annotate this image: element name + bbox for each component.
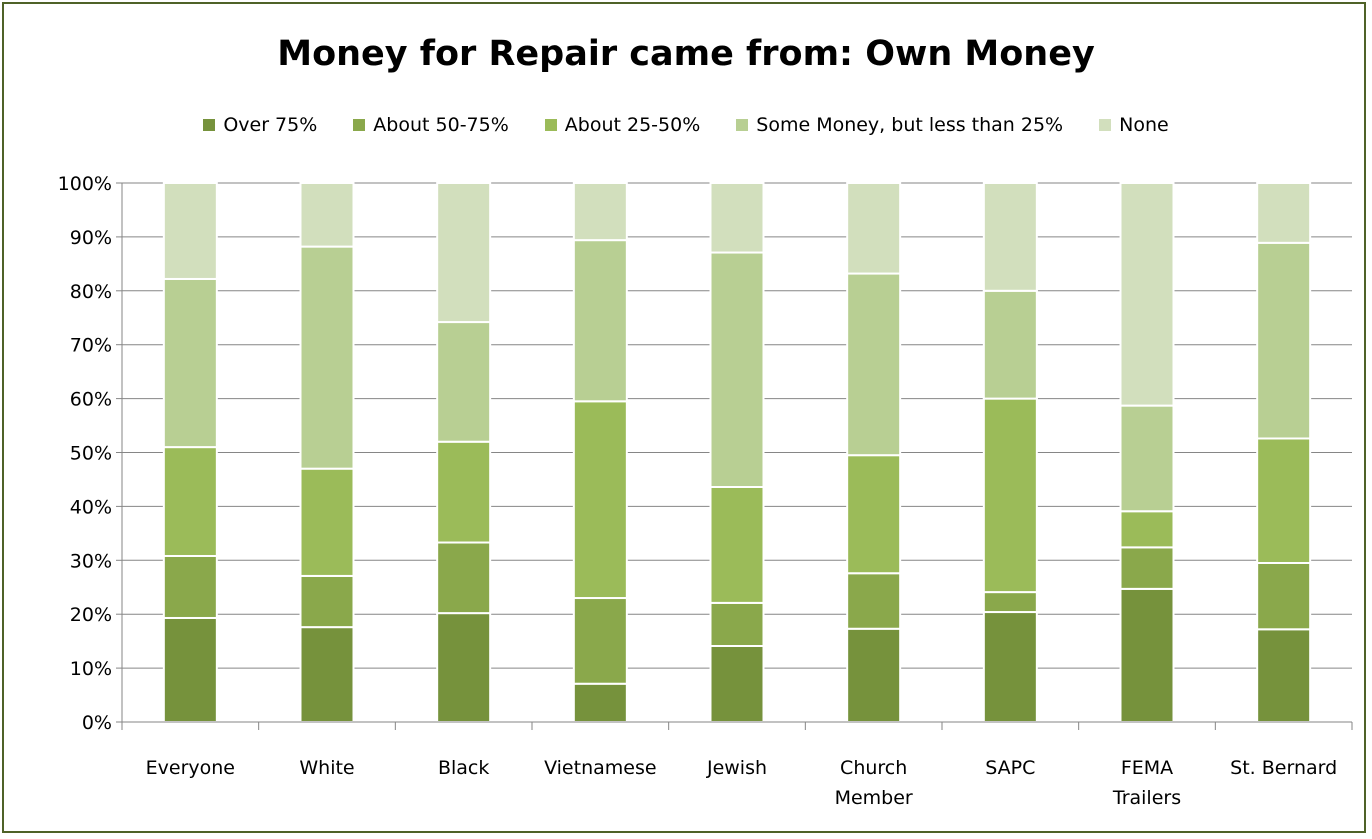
bar-segment — [1119, 510, 1175, 549]
bar-segment — [1256, 437, 1312, 564]
legend-item: Over 75% — [203, 114, 317, 136]
x-tick-label: Black — [438, 757, 489, 779]
bar-segment — [436, 321, 492, 443]
bar-segment — [709, 485, 765, 604]
x-tick-label: Vietnamese — [544, 757, 656, 779]
bar-segment — [436, 541, 492, 615]
legend-label: About 50-75% — [373, 114, 509, 136]
legend-label: About 25-50% — [564, 114, 701, 136]
bar-segment — [162, 182, 218, 280]
x-tick-label: FEMA — [1121, 757, 1173, 779]
x-tick-label: Member — [835, 787, 913, 809]
y-tick-label: 40% — [70, 496, 112, 518]
legend-item: About 25-50% — [544, 114, 701, 136]
bar-segment — [299, 467, 355, 577]
bar-segment — [572, 682, 628, 724]
bar-segment — [1119, 404, 1175, 513]
y-tick-label: 90% — [70, 227, 112, 249]
bar-segment — [709, 645, 765, 723]
bar-segment — [846, 572, 902, 630]
bar-segment — [709, 601, 765, 648]
chart-title: Money for Repair came from: Own Money — [277, 34, 1095, 74]
y-tick-label: 50% — [70, 443, 112, 465]
bar-segment — [162, 277, 218, 449]
legend-swatch — [544, 119, 557, 131]
x-tick-label: Church — [840, 757, 907, 779]
bar-segment — [162, 446, 218, 557]
bar-segment — [299, 574, 355, 629]
bar-segment — [436, 440, 492, 544]
bar-segment — [1256, 241, 1312, 440]
legend-item: About 50-75% — [353, 114, 509, 136]
bar-segment — [982, 591, 1038, 614]
bar-segment — [1256, 628, 1312, 723]
bar-segment — [709, 251, 765, 488]
x-tick-label: White — [299, 757, 354, 779]
legend-label: Some Money, but less than 25% — [756, 114, 1064, 136]
x-tick-label: Trailers — [1112, 787, 1181, 809]
legend-swatch — [353, 119, 366, 131]
bar-segment — [1119, 546, 1175, 590]
y-tick-label: 100% — [58, 173, 112, 195]
bar-segment — [1119, 587, 1175, 723]
x-tick-label: Jewish — [706, 757, 767, 779]
legend-label: None — [1119, 114, 1169, 136]
bar-segment — [846, 182, 902, 275]
legend-swatch — [203, 119, 216, 131]
bar-segment — [299, 245, 355, 470]
y-tick-label: 20% — [70, 604, 112, 626]
bar-segment — [572, 597, 628, 685]
bar-segment — [1119, 182, 1175, 407]
y-tick-label: 60% — [70, 389, 112, 411]
bar-segment — [846, 272, 902, 457]
bar-segment — [1256, 182, 1312, 244]
y-tick-label: 70% — [70, 335, 112, 357]
bar-segment — [982, 182, 1038, 292]
y-tick-label: 30% — [70, 550, 112, 572]
bar-segment — [846, 454, 902, 575]
bar-segment — [846, 627, 902, 723]
y-tick-label: 80% — [70, 281, 112, 303]
bar-segment — [162, 554, 218, 619]
x-tick-label: SAPC — [985, 757, 1035, 779]
bar-segment — [572, 239, 628, 403]
bar-segment — [572, 400, 628, 600]
bar-segment — [299, 182, 355, 248]
legend-item: None — [1099, 114, 1169, 136]
legend-item: Some Money, but less than 25% — [736, 114, 1063, 136]
bar-segment — [982, 397, 1038, 594]
bar-segment — [299, 626, 355, 723]
bar-segment — [1256, 561, 1312, 631]
x-tick-label: Everyone — [146, 757, 235, 779]
bar-segment — [162, 616, 218, 724]
bar-segment — [709, 182, 765, 254]
legend-swatch — [736, 119, 749, 131]
bar-segment — [982, 611, 1038, 724]
bar-segment — [572, 182, 628, 242]
x-tick-label: St. Bernard — [1230, 757, 1337, 779]
y-tick-label: 0% — [82, 712, 112, 734]
chart-legend: Over 75% About 50-75% About 25-50% Some Mon… — [0, 114, 1372, 136]
legend-swatch — [1099, 119, 1112, 131]
legend-label: Over 75% — [223, 114, 318, 136]
y-tick-label: 10% — [70, 658, 112, 680]
bar-segment — [436, 612, 492, 724]
bar-segment — [436, 182, 492, 324]
bar-segment — [982, 289, 1038, 400]
